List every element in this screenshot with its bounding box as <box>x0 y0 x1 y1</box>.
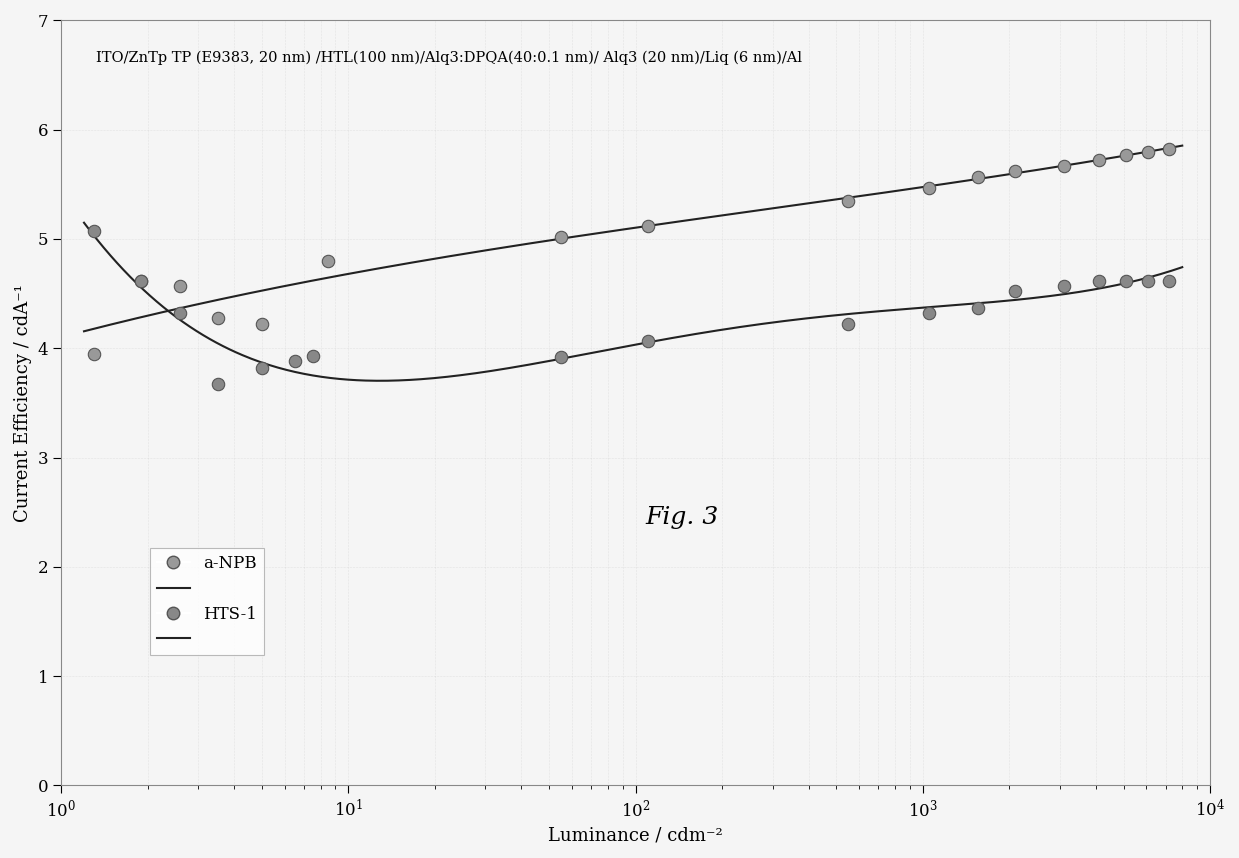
Text: Fig. 3: Fig. 3 <box>646 506 719 529</box>
Point <box>208 378 228 391</box>
X-axis label: Luminance / cdm⁻²: Luminance / cdm⁻² <box>549 826 724 844</box>
Point <box>302 349 322 363</box>
Point <box>131 274 151 287</box>
Point <box>839 317 859 331</box>
Point <box>551 350 571 364</box>
Point <box>919 181 939 195</box>
Point <box>1116 148 1136 161</box>
Point <box>131 274 151 287</box>
Y-axis label: Current Efficiency / cdA⁻¹: Current Efficiency / cdA⁻¹ <box>14 284 32 522</box>
Point <box>285 354 305 368</box>
Point <box>839 194 859 208</box>
Point <box>1006 285 1026 299</box>
Point <box>551 230 571 244</box>
Point <box>208 311 228 324</box>
Point <box>1160 142 1180 156</box>
Point <box>252 317 271 331</box>
Point <box>1089 274 1109 287</box>
Point <box>1139 274 1158 287</box>
Point <box>1006 165 1026 178</box>
Point <box>1054 279 1074 293</box>
Point <box>84 225 104 239</box>
Point <box>968 170 987 184</box>
Point <box>84 347 104 360</box>
Point <box>1160 274 1180 287</box>
Point <box>638 334 658 347</box>
Point <box>171 279 191 293</box>
Point <box>171 306 191 320</box>
Point <box>1116 274 1136 287</box>
Text: ITO/ZnTp TP (E9383, 20 nm) /HTL(100 nm)/Alq3:DPQA(40:0.1 nm)/ Alq3 (20 nm)/Liq (: ITO/ZnTp TP (E9383, 20 nm) /HTL(100 nm)/… <box>95 51 802 65</box>
Point <box>968 301 987 315</box>
Point <box>1054 159 1074 172</box>
Legend: a-NPB,    , HTS-1,    : a-NPB, , HTS-1, <box>150 548 264 655</box>
Point <box>919 306 939 320</box>
Point <box>1139 145 1158 159</box>
Point <box>638 219 658 233</box>
Point <box>252 361 271 375</box>
Point <box>318 254 338 268</box>
Point <box>1089 154 1109 167</box>
